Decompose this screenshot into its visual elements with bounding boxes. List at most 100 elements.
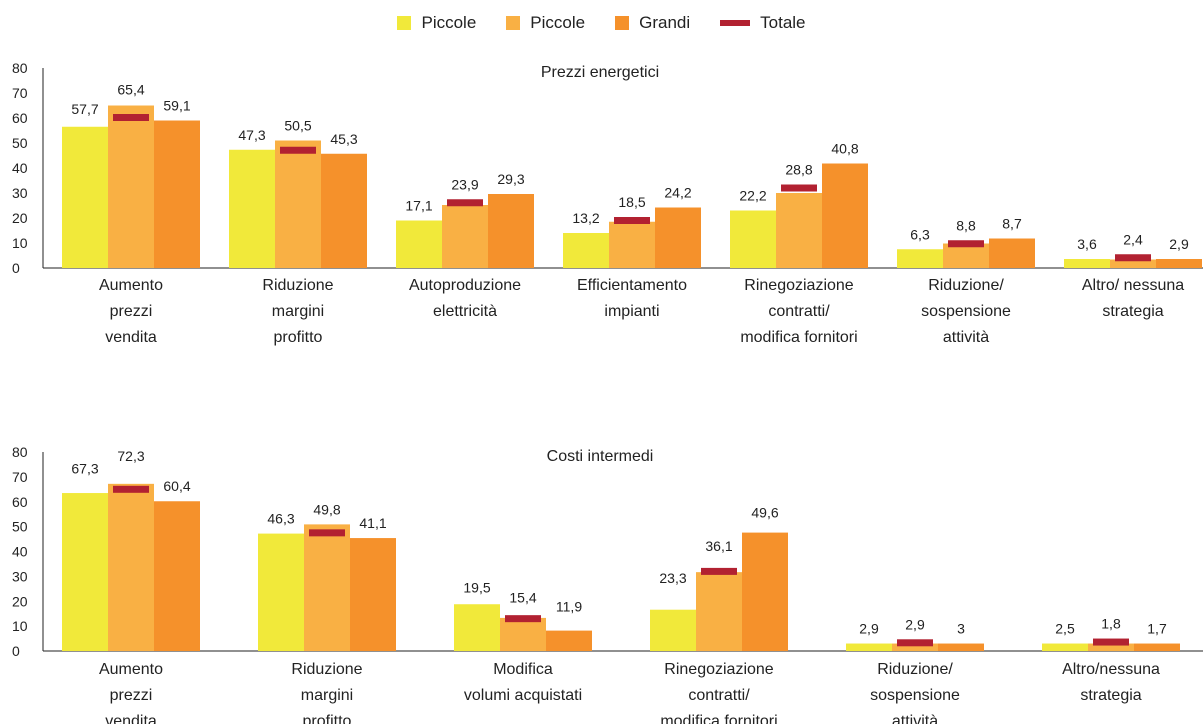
category-label: contratti/: [688, 687, 750, 704]
category-label: attività: [943, 329, 989, 346]
data-label: 45,3: [330, 131, 357, 147]
bar: [350, 538, 396, 651]
category-label: Rinegoziazione: [664, 661, 774, 678]
bar: [546, 630, 592, 651]
data-label: 47,3: [238, 127, 265, 143]
totale-marker: [280, 146, 316, 154]
bar: [108, 105, 154, 268]
category-label: Rinegoziazione: [744, 277, 854, 294]
y-tick-label: 10: [12, 618, 28, 634]
category-label: vendita: [105, 713, 157, 724]
legend-item: Piccole: [397, 13, 476, 33]
y-tick-label: 40: [12, 544, 28, 560]
y-tick-label: 30: [12, 568, 28, 584]
data-label: 29,3: [497, 171, 524, 187]
category-label: volumi acquistati: [464, 687, 582, 704]
bar: [776, 193, 822, 268]
totale-marker: [948, 240, 984, 248]
category-label: modifica fornitori: [660, 713, 777, 724]
bar: [563, 233, 609, 268]
data-label: 60,4: [163, 478, 190, 494]
category-label: modifica fornitori: [740, 329, 857, 346]
category-label: sospensione: [921, 303, 1011, 320]
data-label: 41,1: [359, 515, 386, 531]
y-tick-label: 80: [12, 444, 28, 460]
y-tick-label: 70: [12, 85, 28, 101]
category-label: Aumento: [99, 277, 163, 294]
bar: [108, 483, 154, 651]
bar: [1134, 643, 1180, 651]
category-label: Riduzione/: [877, 661, 953, 678]
data-label: 2,5: [1055, 621, 1075, 637]
bar: [846, 643, 892, 651]
data-label: 11,9: [556, 598, 582, 614]
data-label: 28,8: [785, 162, 812, 178]
totale-marker: [897, 639, 933, 647]
legend-swatch: [720, 20, 751, 26]
category-label: profitto: [274, 329, 323, 346]
data-label: 49,6: [751, 505, 778, 521]
data-label: 72,3: [117, 448, 144, 464]
data-label: 50,5: [284, 118, 311, 134]
data-label: 49,8: [313, 501, 340, 517]
y-tick-label: 0: [12, 260, 20, 276]
data-label: 2,9: [1169, 236, 1189, 252]
data-label: 57,7: [71, 101, 98, 117]
totale-marker: [447, 199, 483, 207]
bar: [938, 643, 984, 651]
y-tick-label: 60: [12, 110, 28, 126]
legend-item: Grandi: [615, 13, 690, 33]
y-tick-label: 60: [12, 494, 28, 510]
bar: [822, 163, 868, 268]
bar: [229, 149, 275, 268]
data-label: 24,2: [664, 185, 691, 201]
data-label: 2,4: [1123, 231, 1143, 247]
bar: [396, 220, 442, 268]
bar: [989, 238, 1035, 268]
category-label: strategia: [1102, 303, 1163, 320]
legend: Piccole Piccole Grandi Totale: [0, 13, 1203, 33]
bar: [892, 643, 938, 651]
chart-title: Prezzi energetici: [541, 64, 659, 81]
chart-title: Costi intermedi: [547, 448, 654, 465]
bar: [609, 221, 655, 268]
bar: [258, 533, 304, 651]
y-tick-label: 50: [12, 135, 28, 151]
data-label: 19,5: [463, 579, 490, 595]
category-label: Altro/ nessuna: [1082, 277, 1184, 294]
data-label: 36,1: [705, 538, 732, 554]
bar: [500, 617, 546, 651]
bar: [154, 120, 200, 268]
bar: [454, 604, 500, 651]
bar: [488, 194, 534, 268]
totale-marker: [113, 114, 149, 121]
data-label: 13,2: [572, 210, 599, 226]
y-tick-label: 40: [12, 160, 28, 176]
bar: [1156, 259, 1202, 268]
data-label: 6,3: [910, 226, 930, 242]
legend-swatch: [506, 16, 521, 30]
y-tick-label: 70: [12, 469, 28, 485]
data-label: 15,4: [509, 590, 536, 606]
data-label: 59,1: [163, 97, 190, 113]
data-label: 1,7: [1147, 621, 1167, 637]
data-label: 2,9: [859, 621, 879, 637]
data-label: 18,5: [618, 194, 645, 210]
bar: [62, 126, 108, 268]
bar: [1042, 643, 1088, 651]
category-label: Riduzione: [291, 661, 362, 678]
category-label: sospensione: [870, 687, 960, 704]
y-tick-label: 50: [12, 519, 28, 535]
category-label: attività: [892, 713, 938, 724]
bar: [62, 493, 108, 651]
bar: [442, 205, 488, 268]
y-tick-label: 30: [12, 185, 28, 201]
category-label: elettricità: [433, 303, 497, 320]
data-label: 3,6: [1077, 236, 1097, 252]
data-label: 22,2: [739, 188, 766, 204]
totale-marker: [309, 529, 345, 537]
bar: [321, 153, 367, 268]
chart-panel-1: 0 10 20 30 40 50 60 70 80 Prezzi energetici 57,7 65…: [12, 60, 1203, 346]
totale-marker: [113, 485, 149, 493]
bar: [696, 572, 742, 651]
